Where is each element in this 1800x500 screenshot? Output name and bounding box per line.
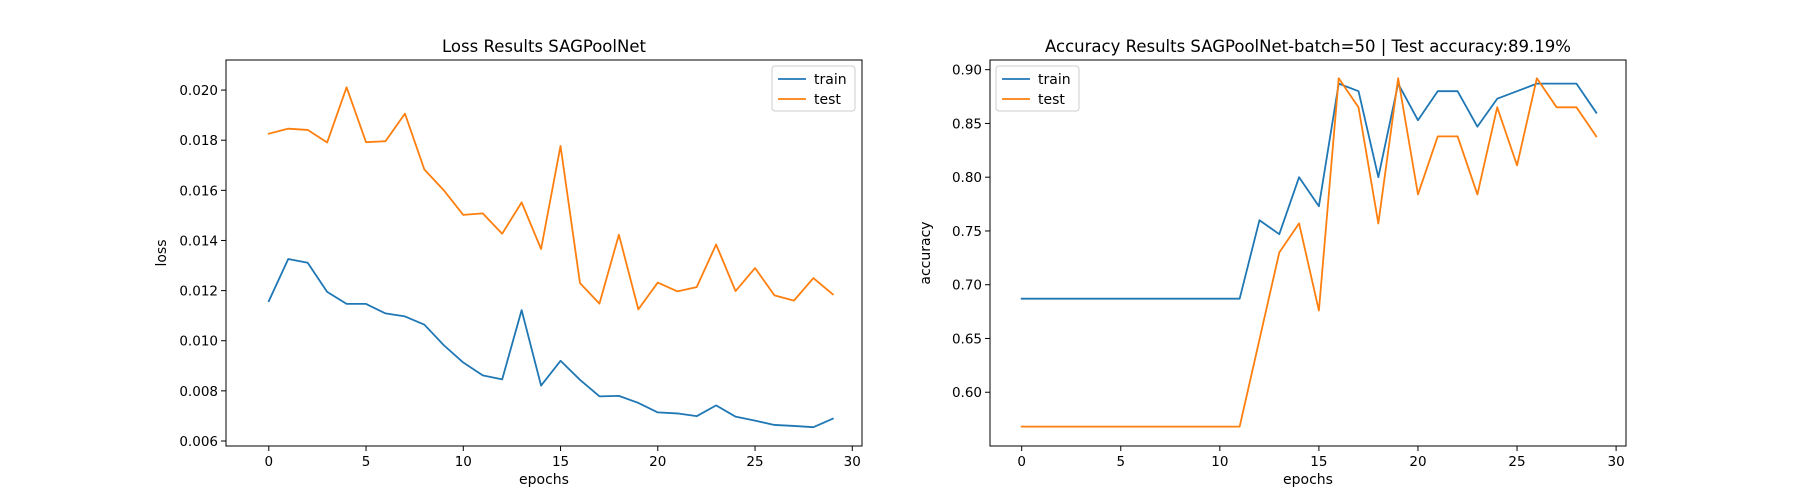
y-axis-label: accuracy <box>918 221 934 284</box>
y-tick-label: 0.90 <box>952 63 982 79</box>
y-tick-label: 0.018 <box>179 133 218 149</box>
legend-label-train: train <box>1038 72 1071 88</box>
y-tick-label: 0.014 <box>179 233 218 249</box>
plot-frame <box>989 59 1627 447</box>
x-tick-label: 30 <box>844 454 861 470</box>
series-line-test <box>1020 77 1598 428</box>
chart-title: Accuracy Results SAGPoolNet-batch=50 | T… <box>1045 37 1571 56</box>
y-axis-label: loss <box>154 239 170 266</box>
x-axis-label: epochs <box>519 472 569 488</box>
y-tick-label: 0.80 <box>952 170 982 186</box>
x-tick-label: 30 <box>1607 454 1624 470</box>
y-tick-label: 0.016 <box>179 183 218 199</box>
legend-label-test: test <box>1038 92 1065 108</box>
y-tick-label: 0.020 <box>179 83 218 99</box>
x-tick-label: 25 <box>1508 454 1525 470</box>
plot-frame <box>225 59 863 447</box>
x-tick-label: 5 <box>362 454 371 470</box>
y-tick-label: 0.75 <box>952 224 982 240</box>
y-tick-label: 0.012 <box>179 284 218 300</box>
y-tick-label: 0.010 <box>179 334 218 350</box>
x-tick-label: 20 <box>1409 454 1426 470</box>
y-tick-label: 0.60 <box>952 385 982 401</box>
chart-2: Accuracy Results SAGPoolNet-batch=50 | T… <box>918 37 1627 488</box>
x-tick-label: 10 <box>455 454 472 470</box>
x-tick-label: 10 <box>1211 454 1228 470</box>
series-line-train <box>267 258 835 429</box>
legend: train test <box>771 65 856 112</box>
x-tick-label: 5 <box>1116 454 1125 470</box>
series-line-train <box>1020 82 1598 300</box>
chart-title: Loss Results SAGPoolNet <box>442 37 646 56</box>
y-tick-label: 0.65 <box>952 331 982 347</box>
legend-label-test: test <box>814 92 841 108</box>
x-tick-label: 15 <box>1310 454 1327 470</box>
legend-label-train: train <box>814 72 847 88</box>
x-tick-label: 25 <box>746 454 763 470</box>
y-tick-label: 0.006 <box>179 434 218 450</box>
y-tick-label: 0.008 <box>179 384 218 400</box>
x-tick-label: 20 <box>649 454 666 470</box>
x-tick-label: 0 <box>264 454 273 470</box>
series-line-test <box>267 86 835 311</box>
legend: train test <box>995 65 1080 112</box>
x-tick-label: 0 <box>1017 454 1026 470</box>
x-tick-label: 15 <box>552 454 569 470</box>
y-tick-label: 0.70 <box>952 278 982 294</box>
chart-1: Loss Results SAGPoolNet 0 5 10 15 20 25 30 0.006… <box>154 37 863 488</box>
y-tick-label: 0.85 <box>952 116 982 132</box>
x-axis-label: epochs <box>1283 472 1333 488</box>
